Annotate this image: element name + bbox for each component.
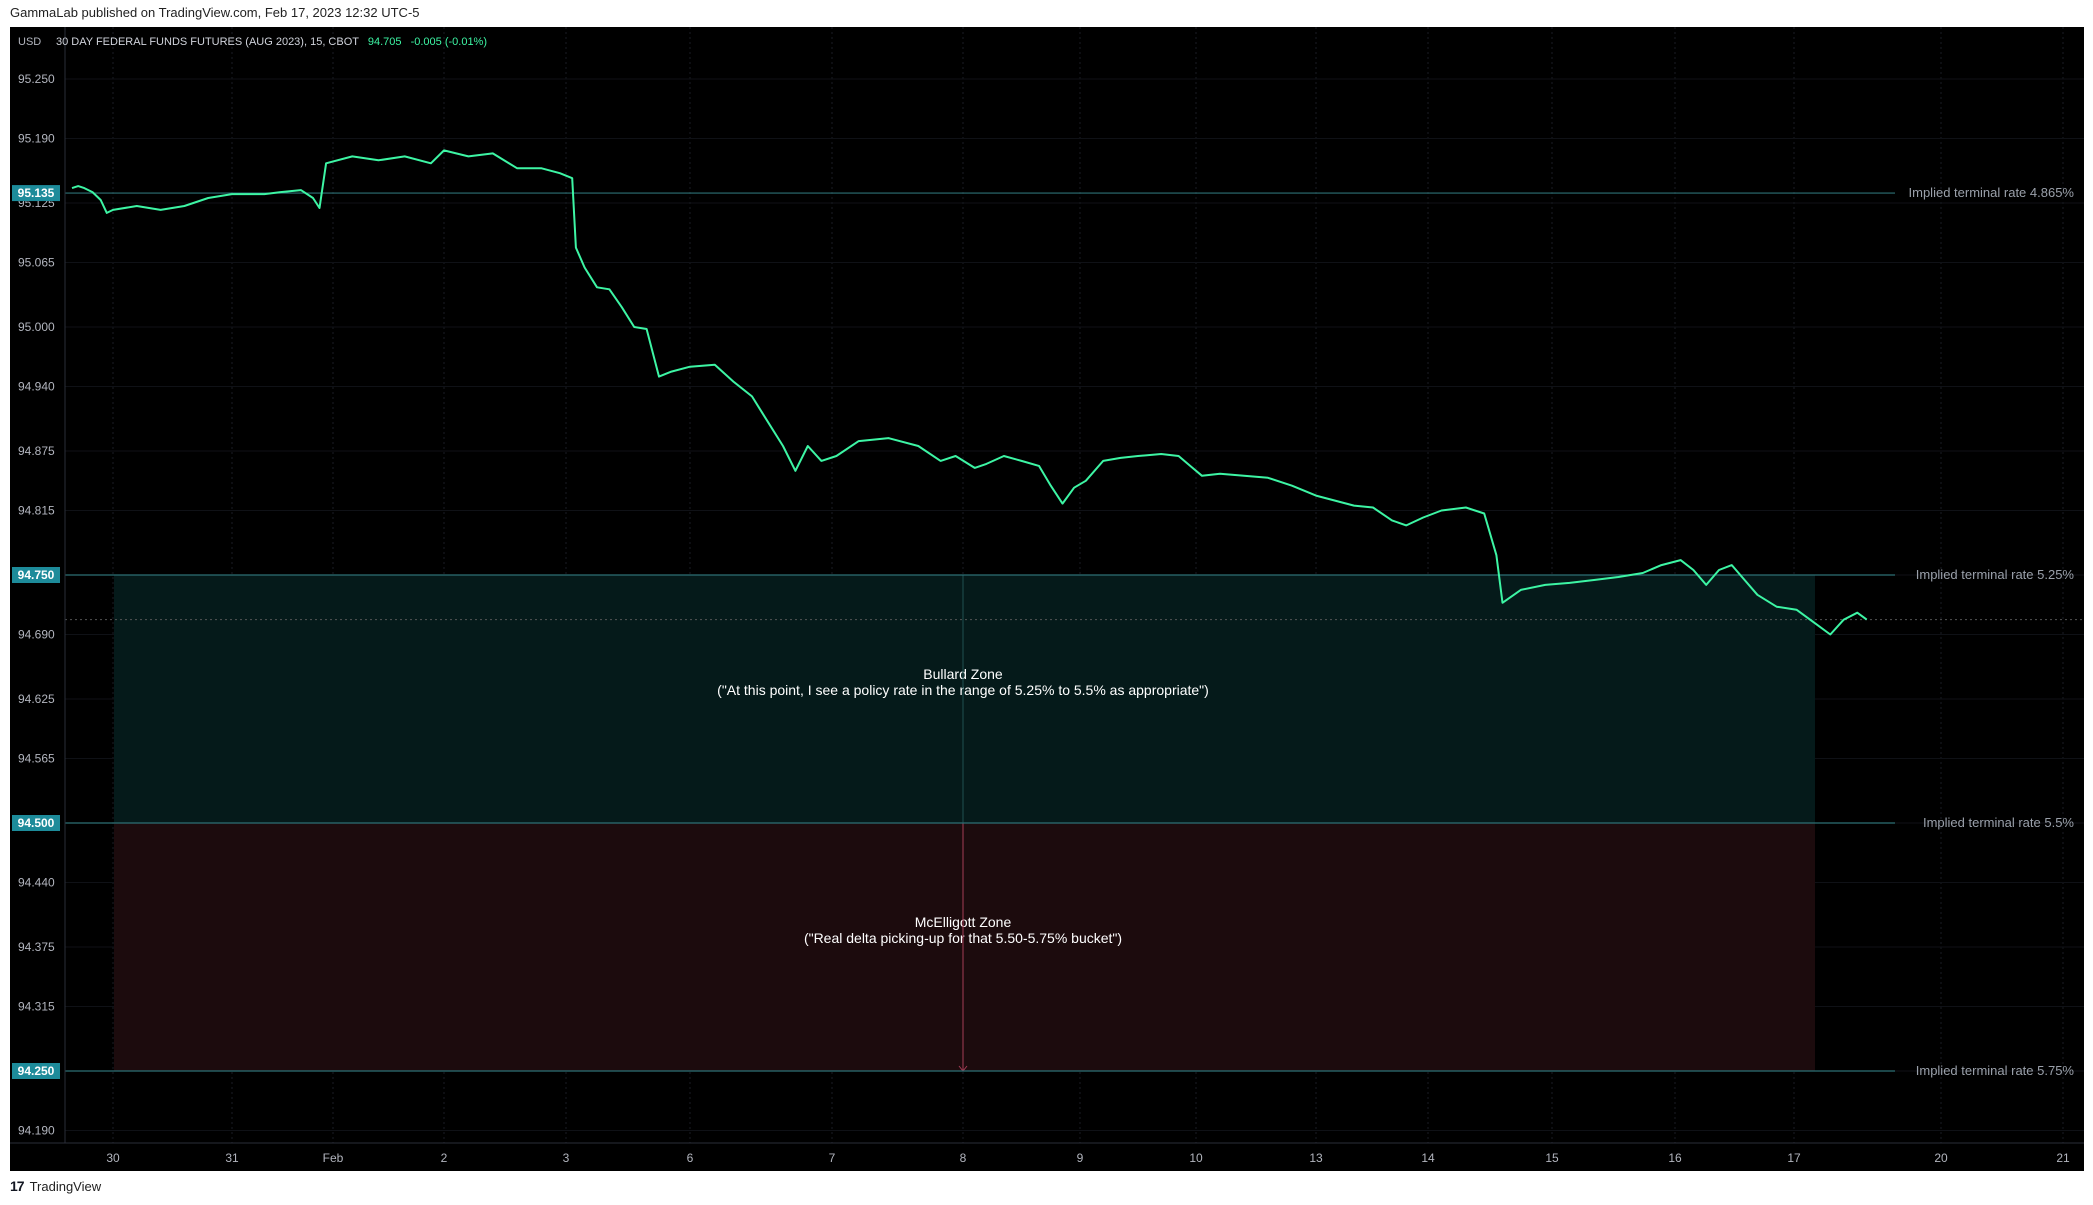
level-label-1: Implied terminal rate 5.25%: [1916, 567, 2075, 582]
x-tick-label: 6: [687, 1151, 694, 1165]
y-tick-label: 94.440: [18, 876, 55, 890]
y-tick-label: 95.190: [18, 132, 55, 146]
x-tick-label: 3: [563, 1151, 570, 1165]
x-axis: 30 31 Feb 2 3 6 7 8 9 10 13 14 15 16 17 20 21: [10, 1142, 2084, 1165]
price-tag-label: 95.135: [18, 186, 55, 200]
last-price: 94.705: [368, 36, 402, 48]
zone-0: [114, 575, 1815, 823]
y-tick-label: 94.375: [18, 940, 55, 954]
x-tick-label: 13: [1309, 1151, 1323, 1165]
footer-brand: TradingView: [29, 1178, 102, 1194]
price-tag-label: 94.250: [18, 1064, 55, 1078]
x-tick-label: 31: [225, 1151, 239, 1165]
price-tag-label: 94.500: [18, 816, 55, 830]
x-tick-label: 21: [2056, 1151, 2070, 1165]
y-tick-label: 95.000: [18, 320, 55, 334]
price-tag-label: 94.750: [18, 568, 55, 582]
tradingview-logo-icon: 17: [10, 1178, 25, 1194]
y-tick-label: 94.815: [18, 504, 55, 518]
y-tick-label: 94.565: [18, 752, 55, 766]
series-layer: [71, 149, 1868, 636]
price-tag: [12, 185, 60, 202]
symbol-name: 30 DAY FEDERAL FUNDS FUTURES (AUG 2023),…: [56, 36, 359, 48]
footer: 17 TradingView: [10, 1178, 101, 1194]
x-tick-label: 15: [1545, 1151, 1559, 1165]
level-label-2: Implied terminal rate 5.5%: [1923, 815, 2074, 830]
series-line-0: [71, 149, 1868, 636]
x-tick-label: 10: [1189, 1151, 1203, 1165]
publisher-caption: GammaLab published on TradingView.com, F…: [10, 5, 420, 20]
y-tick-label: 95.065: [18, 256, 55, 270]
x-tick-label: 16: [1668, 1151, 1682, 1165]
y-tick-label: 95.250: [18, 72, 55, 86]
y-tick-label: 94.190: [18, 1124, 55, 1138]
x-tick-label: 30: [106, 1151, 120, 1165]
x-tick-label: 7: [829, 1151, 836, 1165]
level-lines: Implied terminal rate 4.865% Implied term…: [65, 185, 2084, 1078]
y-tick-label: 94.625: [18, 692, 55, 706]
y-tick-label: 94.940: [18, 380, 55, 394]
price-tag: [12, 1063, 60, 1079]
x-tick-label: 17: [1787, 1151, 1801, 1165]
currency-label: USD: [18, 36, 41, 48]
x-tick-label: 20: [1934, 1151, 1948, 1165]
price-chart[interactable]: Bullard Zone("At this point, I see a pol…: [10, 27, 2084, 1171]
y-tick-label: 94.315: [18, 1000, 55, 1014]
level-label-3: Implied terminal rate 5.75%: [1916, 1063, 2075, 1078]
x-tick-label: 9: [1077, 1151, 1084, 1165]
zone-1: [114, 823, 1815, 1071]
price-change: -0.005 (-0.01%): [411, 36, 487, 48]
y-tick-label: 94.690: [18, 628, 55, 642]
price-tag: [12, 567, 60, 583]
symbol-legend[interactable]: 30 DAY FEDERAL FUNDS FUTURES (AUG 2023),…: [56, 36, 487, 48]
y-tick-label: 94.875: [18, 444, 55, 458]
y-axis: 95.25095.19095.12595.06595.00094.94094.8…: [12, 27, 66, 1143]
chart-area[interactable]: Bullard Zone ("At this point, I see a pol…: [10, 27, 2084, 1171]
x-tick-label: Feb: [323, 1151, 344, 1165]
x-tick-label: 14: [1421, 1151, 1435, 1165]
x-tick-label: 2: [441, 1151, 448, 1165]
zones: Bullard Zone("At this point, I see a pol…: [114, 575, 1815, 1072]
x-tick-label: 8: [960, 1151, 967, 1165]
svg-text:30 DAY FEDERAL FUNDS FUTURES (: 30 DAY FEDERAL FUNDS FUTURES (AUG 2023),…: [56, 36, 487, 48]
price-tag: [12, 815, 60, 831]
level-label-0: Implied terminal rate 4.865%: [1909, 185, 2075, 200]
